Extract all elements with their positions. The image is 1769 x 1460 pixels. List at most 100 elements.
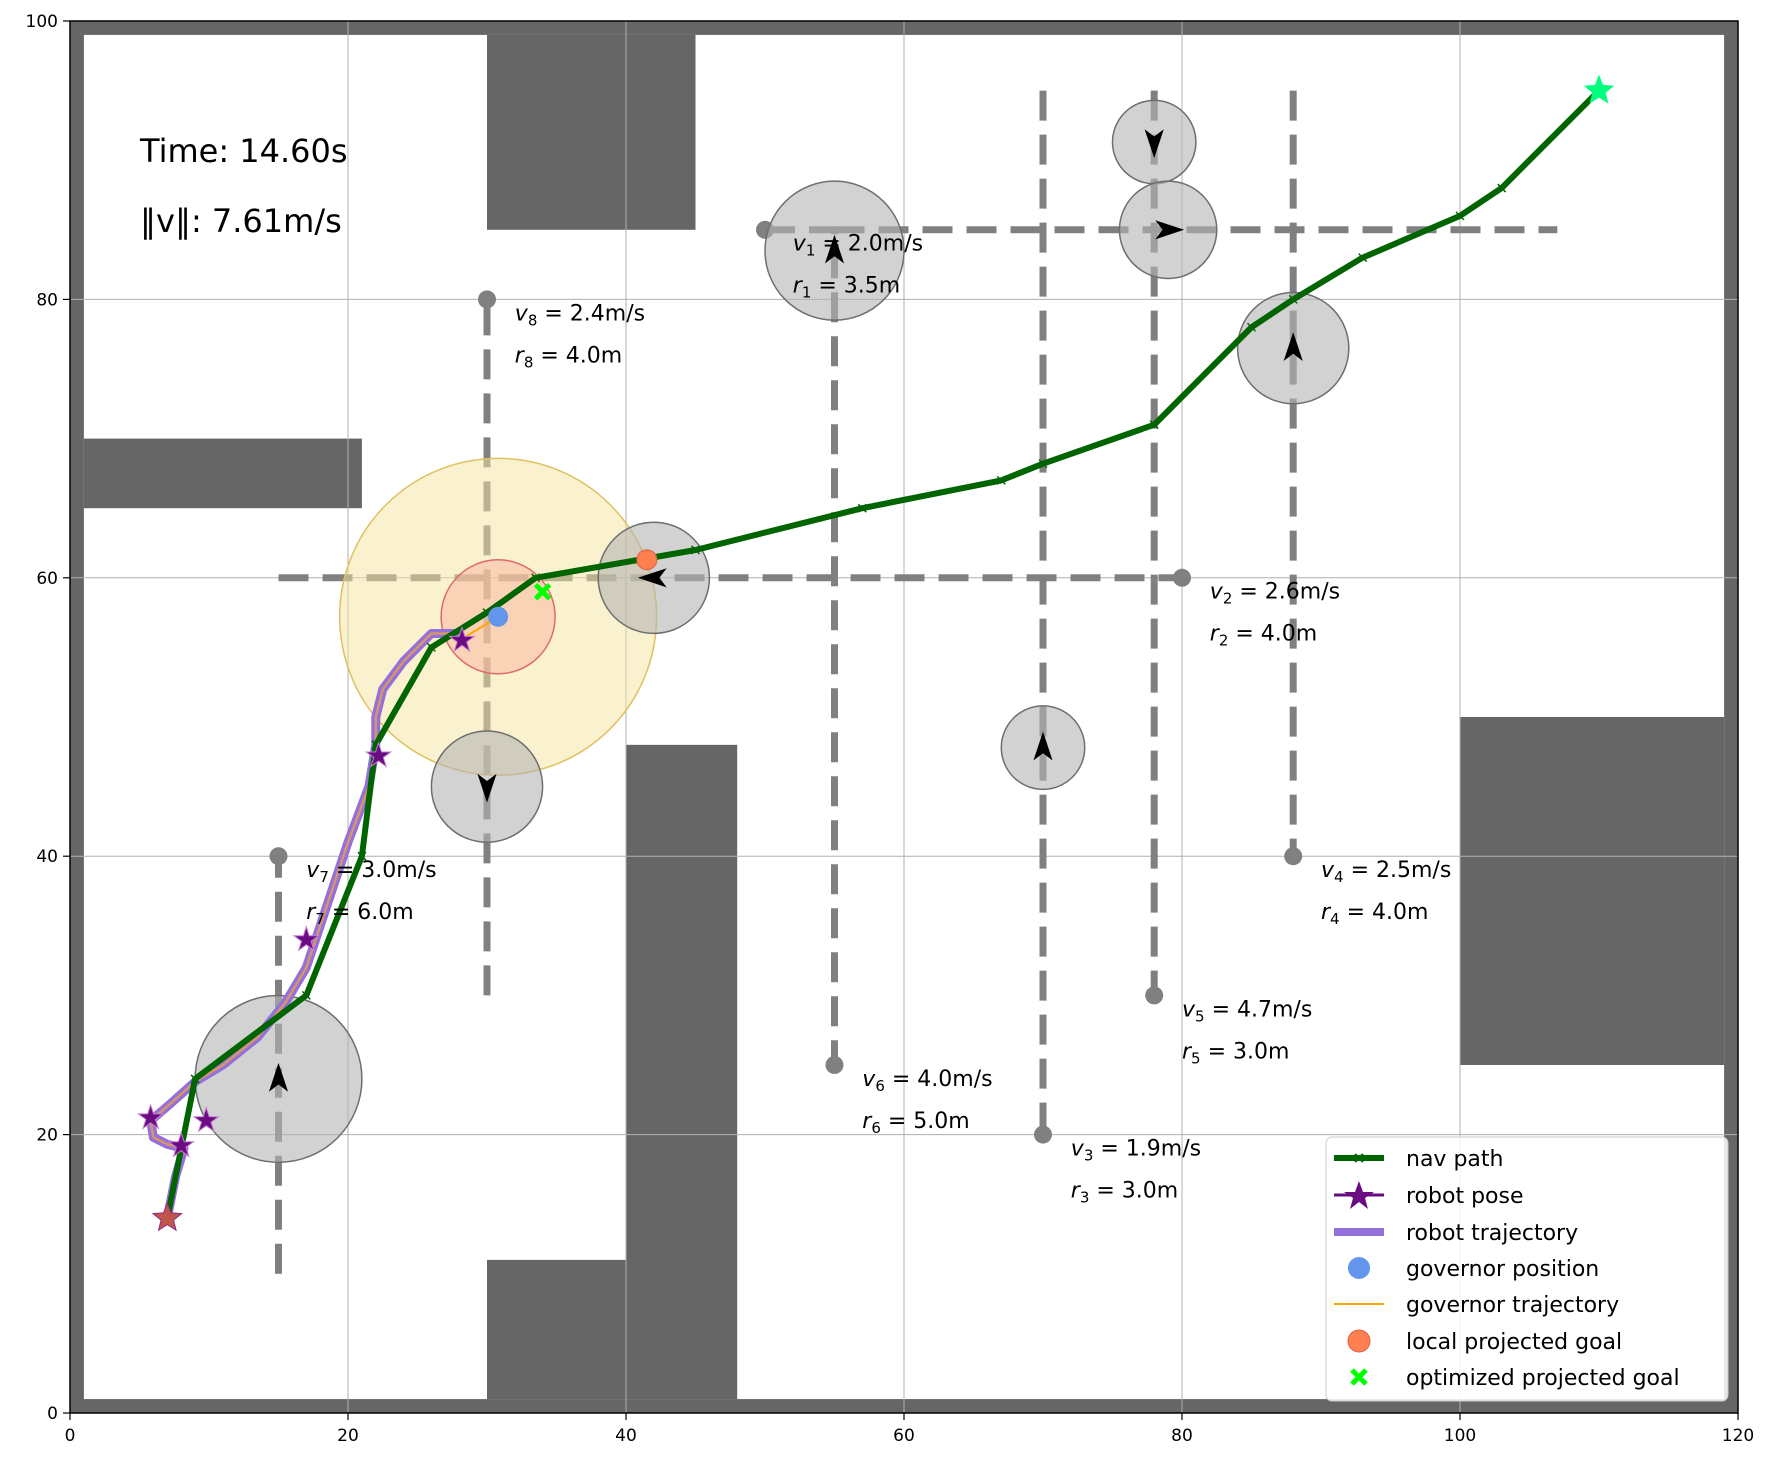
obstacle-radius-label: r6 = 5.0m <box>862 1109 969 1137</box>
robot-pose-marker <box>364 741 393 768</box>
obstacle-velocity-label: v4 = 2.5m/s <box>1321 858 1451 886</box>
obstacle-path-endpoint <box>1145 986 1164 1005</box>
obstacle-path-endpoint <box>1173 568 1191 587</box>
legend-entry-governor-position: governor position <box>1348 1257 1599 1282</box>
obstacle-radius-label: r5 = 3.0m <box>1182 1039 1289 1067</box>
wall <box>487 34 696 230</box>
legend-label: optimized projected goal <box>1406 1366 1680 1391</box>
axes-layer: 0 20 40 60 80 100 120 0 20 40 60 80 100 <box>26 12 1755 1446</box>
paths-layer <box>146 86 1604 1223</box>
obstacle-direction-arrow <box>1283 332 1303 361</box>
nav-path-waypoint <box>301 990 311 1000</box>
wall <box>1724 21 1738 1413</box>
legend-entry-robot-pose: robot pose <box>1334 1181 1524 1209</box>
nav-path-waypoint <box>190 1074 200 1084</box>
robot-trajectory-core <box>149 632 460 1219</box>
legend-label: robot trajectory <box>1406 1221 1578 1246</box>
x-tick-label: 100 <box>1444 1426 1476 1446</box>
local-projected-goal-marker <box>636 549 658 571</box>
obstacle-path-endpoint <box>1284 847 1303 866</box>
obstacle-radius-label: r8 = 4.0m <box>515 343 622 371</box>
nav-path-waypoint <box>996 475 1006 485</box>
legend-entry-optimized-projected-goal: optimized projected goal <box>1350 1366 1680 1391</box>
obstacle-direction-arrow <box>1155 220 1185 240</box>
obstacle-path-endpoint <box>825 1056 844 1074</box>
goal-star <box>1583 74 1615 104</box>
legend-entry-local-projected-goal: local projected goal <box>1347 1329 1622 1355</box>
legend-label: nav path <box>1406 1147 1503 1172</box>
obstacle-labels-layer: v1 = 2.0m/s r1 = 3.5m v2 = 2.6m/s r2 = 4.0m… <box>306 232 1451 1207</box>
obstacle-velocity-label: v6 = 4.0m/s <box>862 1067 992 1095</box>
obstacle-direction-arrow <box>268 1062 289 1092</box>
legend-label: robot pose <box>1406 1184 1524 1209</box>
legend-label: governor trajectory <box>1406 1293 1619 1318</box>
legend: nav path robot pose robot trajectory gov… <box>1325 1136 1729 1402</box>
nav-path-waypoint <box>1038 459 1048 469</box>
obstacle-radius-label: r3 = 3.0m <box>1071 1178 1178 1206</box>
obstacles-layer <box>194 99 1350 1164</box>
speed-readout: ‖v‖: 7.61m/s <box>140 202 342 240</box>
robot-pose-marker <box>292 925 321 952</box>
obstacle-path-endpoint <box>1034 1125 1052 1144</box>
legend-entry-robot-trajectory: robot trajectory <box>1334 1221 1578 1246</box>
robot-pose-marker <box>448 625 476 653</box>
obstacle-velocity-label: v7 = 3.0m/s <box>306 858 436 886</box>
nav-path-waypoint <box>1246 322 1257 332</box>
obstacle-radius-label: r4 = 4.0m <box>1321 900 1428 928</box>
obstacle-direction-arrow <box>477 773 497 803</box>
nav-path-waypoint <box>690 545 701 555</box>
obstacle-path-endpoint <box>269 847 288 866</box>
obstacle-path <box>765 226 838 1065</box>
nav-path-waypoint <box>426 642 436 652</box>
optimized-projected-goal-marker <box>533 582 552 601</box>
legend-box <box>1325 1136 1729 1402</box>
y-tick-label: 60 <box>36 569 58 589</box>
nav-path-waypoint <box>1455 211 1465 221</box>
wall <box>626 744 738 1400</box>
robot-pose-marker <box>192 1106 221 1133</box>
y-tick-label: 40 <box>36 847 58 867</box>
legend-label: local projected goal <box>1406 1330 1622 1355</box>
legend-entry-governor-trajectory: governor trajectory <box>1334 1293 1619 1318</box>
y-tick-label: 100 <box>26 12 58 32</box>
wall <box>83 438 362 509</box>
nav-path-waypoint <box>531 573 541 583</box>
wall <box>487 1259 626 1400</box>
x-tick-label: 0 <box>65 1426 76 1446</box>
walls-layer <box>69 20 1739 1414</box>
time-readout: Time: 14.60s <box>139 132 348 170</box>
nav-path-waypoint <box>1149 420 1159 430</box>
legend-entry-nav-path: nav path <box>1334 1147 1503 1172</box>
obstacle-velocity-label: v3 = 1.9m/s <box>1071 1136 1201 1164</box>
x-tick-label: 60 <box>893 1426 915 1446</box>
obstacle-radius-label: r7 = 6.0m <box>306 900 413 928</box>
obstacle-direction-arrow <box>824 234 845 264</box>
robot-pose-marker <box>136 1103 165 1130</box>
nav-path-waypoint <box>1288 294 1298 304</box>
obstacle-velocity-label: v5 = 4.7m/s <box>1182 997 1312 1025</box>
x-tick-label: 20 <box>337 1426 359 1446</box>
x-tick-label: 80 <box>1171 1426 1193 1446</box>
y-tick-label: 80 <box>36 290 58 310</box>
x-tick-label: 40 <box>615 1426 637 1446</box>
obstacle-velocity-label: v1 = 2.0m/s <box>793 232 923 260</box>
nav-path-waypoint <box>357 851 367 861</box>
obstacle-radius-label: r1 = 3.5m <box>793 274 900 302</box>
legend-label: governor position <box>1406 1257 1599 1282</box>
governor-position-marker <box>488 606 509 627</box>
wall <box>70 21 84 1413</box>
start-star <box>151 1201 183 1232</box>
markers-layer <box>136 74 1615 1232</box>
nav-path-waypoint <box>1497 183 1507 193</box>
y-tick-label: 20 <box>36 1126 58 1146</box>
obstacle-direction-arrow <box>1144 129 1164 159</box>
y-tick-label: 0 <box>47 1404 58 1424</box>
obstacle-direction-arrow <box>1033 731 1053 761</box>
robot-pose-marker <box>167 1131 196 1158</box>
nav-path-waypoint <box>857 503 867 513</box>
x-tick-label: 120 <box>1722 1426 1754 1446</box>
wall <box>1460 717 1725 1065</box>
obstacle-direction-arrow <box>637 568 667 588</box>
obstacle-velocity-label: v8 = 2.4m/s <box>515 301 645 329</box>
